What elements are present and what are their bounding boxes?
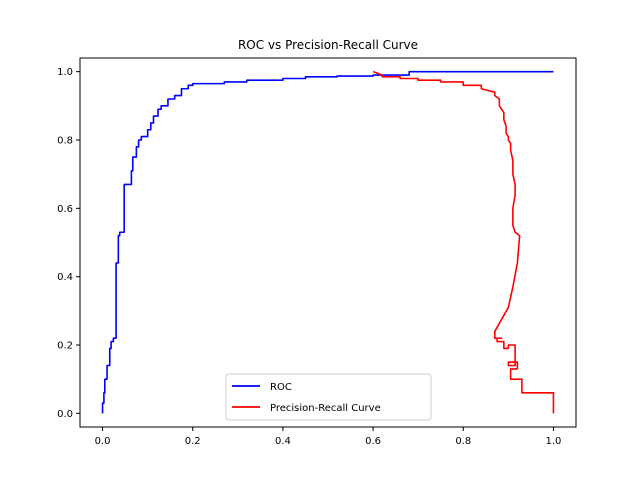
x-tick-label: 0.4	[275, 436, 291, 447]
legend-label: ROC	[270, 382, 292, 393]
y-axis-ticks: 0.0 0.2 0.4 0.6 0.8 1.0	[57, 67, 80, 420]
legend-box	[225, 373, 432, 421]
series-line-roc	[101, 70, 554, 414]
series-line-precision-recall	[372, 70, 555, 414]
legend-label: Precision-Recall Curve	[270, 403, 381, 414]
x-axis-ticks: 0.0 0.2 0.4 0.6 0.8 1.0	[95, 427, 562, 447]
x-tick-label: 0.6	[365, 436, 381, 447]
y-tick-label: 0.4	[57, 272, 73, 283]
y-tick-label: 1.0	[57, 67, 73, 78]
chart-title: ROC vs Precision-Recall Curve	[238, 38, 418, 52]
x-tick-label: 0.0	[95, 436, 111, 447]
y-tick-label: 0.2	[57, 341, 73, 352]
axes-frame	[79, 57, 577, 428]
x-tick-label: 1.0	[546, 436, 562, 447]
legend: ROC Precision-Recall Curve	[225, 373, 432, 421]
x-tick-label: 0.2	[185, 436, 201, 447]
y-tick-label: 0.6	[57, 204, 73, 215]
plot-area	[101, 70, 555, 414]
y-tick-label: 0.8	[57, 136, 73, 147]
x-tick-label: 0.8	[455, 436, 471, 447]
y-tick-label: 0.0	[57, 409, 73, 420]
